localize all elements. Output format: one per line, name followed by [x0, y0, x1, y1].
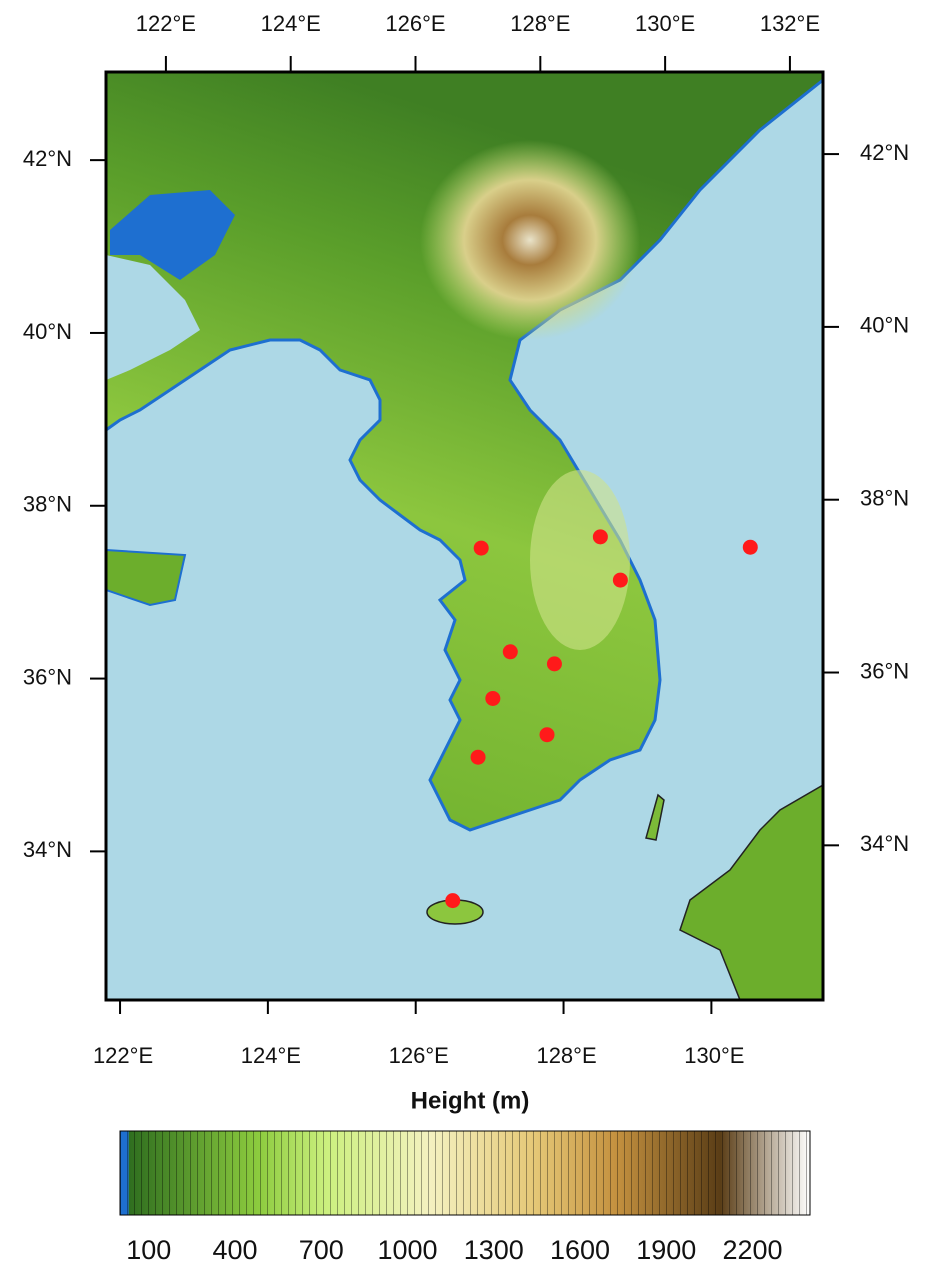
left-tick-label: 34°N [23, 837, 72, 862]
bottom-tick-label: 124°E [241, 1043, 301, 1068]
colorbar-tick-label: 1600 [550, 1235, 610, 1265]
colorbar-tick-label: 100 [126, 1235, 171, 1265]
right-tick-label: 42°N [860, 140, 909, 165]
colorbar-title: Height (m) [411, 1087, 530, 1114]
tsushima [645, 793, 665, 841]
bottom-tick-label: 126°E [389, 1043, 449, 1068]
bottom-tick-label: 130°E [684, 1043, 744, 1068]
left-tick-label: 42°N [23, 146, 72, 171]
reservoir [110, 190, 235, 280]
station [612, 572, 628, 588]
station [742, 539, 758, 555]
station [546, 656, 562, 672]
top-tick-label: 122°E [136, 11, 196, 36]
right-tick-label: 36°N [860, 658, 909, 683]
bottom-tick-label: 122°E [93, 1043, 153, 1068]
highlands [530, 470, 630, 650]
station [473, 540, 489, 556]
right-tick-label: 38°N [860, 486, 909, 511]
station [539, 727, 555, 743]
right-tick-label: 40°N [860, 313, 909, 338]
bohai-sea [106, 255, 200, 380]
bottom-tick-label: 128°E [536, 1043, 596, 1068]
right-tick-label: 34°N [860, 831, 909, 856]
map-frame [104, 70, 825, 1002]
left-tick-label: 36°N [23, 664, 72, 689]
colorbar-tick-label: 1000 [377, 1235, 437, 1265]
map-area [106, 72, 823, 1000]
colorbar-tick-label: 2200 [722, 1235, 782, 1265]
top-tick-label: 130°E [635, 11, 695, 36]
station [445, 893, 461, 909]
top-tick-label: 128°E [510, 11, 570, 36]
station [592, 529, 608, 545]
colorbar-bins [119, 1130, 811, 1216]
station [485, 690, 501, 706]
colorbar-tick-label: 1900 [636, 1235, 696, 1265]
station [502, 644, 518, 660]
left-tick-label: 38°N [23, 492, 72, 517]
left-tick-label: 40°N [23, 319, 72, 344]
mainland [106, 72, 823, 832]
shandong [106, 548, 187, 607]
top-tick-label: 132°E [760, 11, 820, 36]
highlands [420, 140, 640, 340]
top-tick-label: 126°E [385, 11, 445, 36]
station [470, 749, 486, 765]
colorbar-tick-label: 700 [299, 1235, 344, 1265]
japan [679, 784, 823, 1000]
colorbar-tick-label: 400 [212, 1235, 257, 1265]
colorbar-tick-label: 1300 [464, 1235, 524, 1265]
top-tick-label: 124°E [261, 11, 321, 36]
